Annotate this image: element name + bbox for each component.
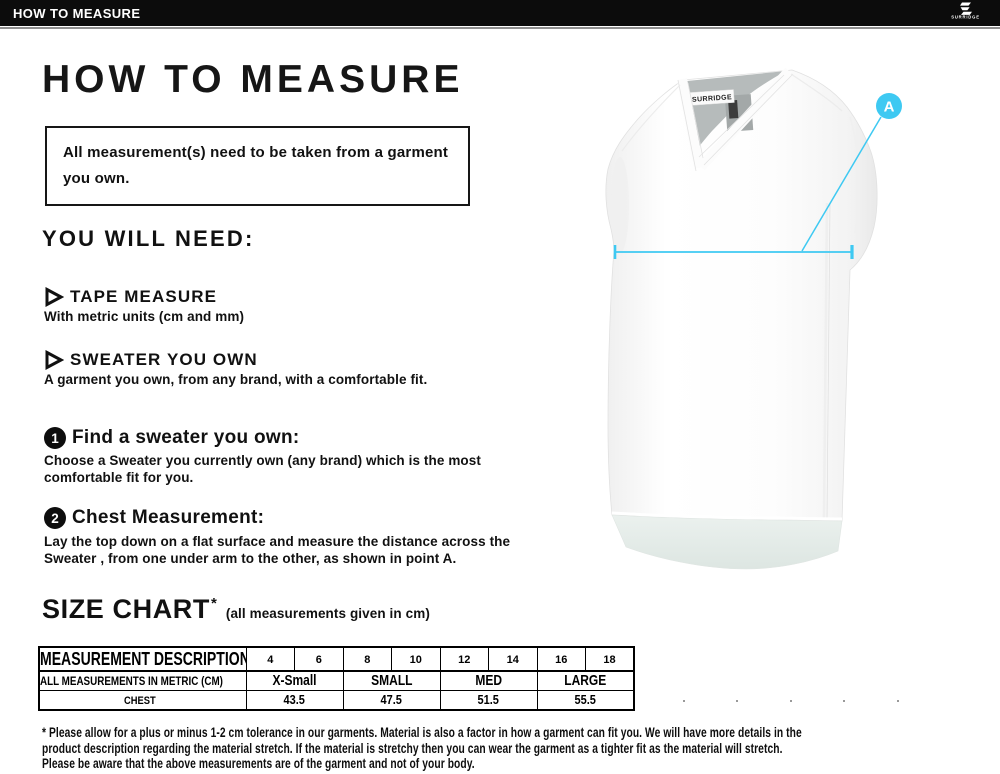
need-item-description: With metric units (cm and mm) — [44, 309, 245, 324]
top-bar: HOW TO MEASURE SURRIDGE — [0, 0, 1000, 26]
header-cell: MEASUREMENT DESCRIPTION — [38, 646, 247, 672]
need-item-title: TAPE MEASURE — [70, 287, 218, 306]
hem-band — [611, 514, 843, 570]
size-tag — [728, 100, 739, 119]
size-cell: 16 — [536, 646, 586, 672]
value-cell: 51.5 — [439, 690, 538, 711]
tolerance-footnote: * Please allow for a plus or minus 1-2 c… — [42, 725, 802, 772]
indicator-dot — [897, 700, 899, 702]
size-group-cell: MED — [439, 670, 538, 691]
table-row-sizes: MEASUREMENT DESCRIPTION 4 6 8 10 12 14 1… — [38, 646, 635, 672]
garment-body — [605, 69, 878, 522]
step-number-badge: 2 — [44, 507, 66, 529]
notice-box: All measurement(s) need to be taken from… — [45, 126, 470, 206]
step-number-badge: 1 — [44, 427, 66, 449]
need-item-title: SWEATER YOU OWN — [70, 350, 258, 369]
page-title: HOW TO MEASURE — [42, 58, 464, 101]
size-chart-title: SIZE CHART — [42, 594, 210, 624]
table-row-size-groups: ALL MEASUREMENTS IN METRIC (CM) X-Small … — [38, 670, 635, 691]
size-chart-table: MEASUREMENT DESCRIPTION 4 6 8 10 12 14 1… — [38, 646, 635, 711]
size-cell: 4 — [245, 646, 295, 672]
value-cell: 43.5 — [245, 690, 344, 711]
metric-label-cell: ALL MEASUREMENTS IN METRIC (CM) — [38, 670, 247, 691]
indicator-dot — [843, 700, 845, 702]
size-group-cell: SMALL — [342, 670, 441, 691]
indicator-dot — [683, 700, 685, 702]
raglan-seam-left — [621, 84, 681, 152]
measurement-label-cell: CHEST — [38, 690, 247, 711]
neck-label: SURRIDGE — [689, 89, 735, 106]
step-description: Choose a Sweater you currently own (any … — [44, 453, 481, 485]
neck-label-text: SURRIDGE — [692, 94, 733, 104]
hem-piping — [611, 511, 843, 521]
surridge-s-icon — [960, 2, 972, 15]
marker-a-circle — [876, 93, 902, 119]
size-chart-heading: SIZE CHART * (all measurements given in … — [42, 594, 430, 625]
table-row-chest: CHEST 43.5 47.5 51.5 55.5 — [38, 690, 635, 711]
size-cell: 10 — [391, 646, 441, 672]
size-chart-asterisk: * — [211, 595, 217, 612]
garment-diagram: SURRIDGE A — [605, 67, 902, 570]
size-cell: 18 — [585, 646, 635, 672]
side-piping — [822, 202, 829, 519]
marker-a-label: A — [884, 99, 895, 116]
side-piping-edge — [826, 202, 831, 519]
size-chart-subtitle: (all measurements given in cm) — [225, 606, 430, 621]
play-triangle-icon — [45, 287, 64, 307]
indicator-dot — [736, 700, 738, 702]
size-group-cell: LARGE — [536, 670, 635, 691]
surridge-wordmark: SURRIDGE — [951, 15, 981, 20]
sleeve-shadow — [611, 157, 629, 253]
step-title: Chest Measurement: — [72, 507, 265, 528]
surridge-logo[interactable]: SURRIDGE — [940, 2, 992, 24]
value-cell: 55.5 — [536, 690, 635, 711]
chest-measurement-annotation: A — [613, 93, 902, 259]
top-bar-title: HOW TO MEASURE — [13, 6, 141, 21]
sleeve-crease — [849, 116, 860, 234]
raglan-seam-right — [790, 73, 843, 112]
need-item-description: A garment you own, from any brand, with … — [44, 372, 428, 387]
step-description: Lay the top down on a flat surface and m… — [44, 534, 511, 566]
play-triangle-icon — [45, 350, 64, 370]
step-title: Find a sweater you own: — [72, 427, 300, 448]
v-neck-collar — [677, 67, 794, 172]
marker-leader-line — [801, 116, 882, 252]
top-bar-divider — [0, 27, 1000, 29]
indicator-dot — [790, 700, 792, 702]
value-cell: 47.5 — [342, 690, 441, 711]
size-cell: 14 — [488, 646, 538, 672]
size-group-cell: X-Small — [245, 670, 344, 691]
you-will-need-heading: YOU WILL NEED: — [42, 226, 255, 251]
size-cell: 8 — [342, 646, 392, 672]
size-cell: 12 — [439, 646, 489, 672]
size-cell: 6 — [294, 646, 344, 672]
